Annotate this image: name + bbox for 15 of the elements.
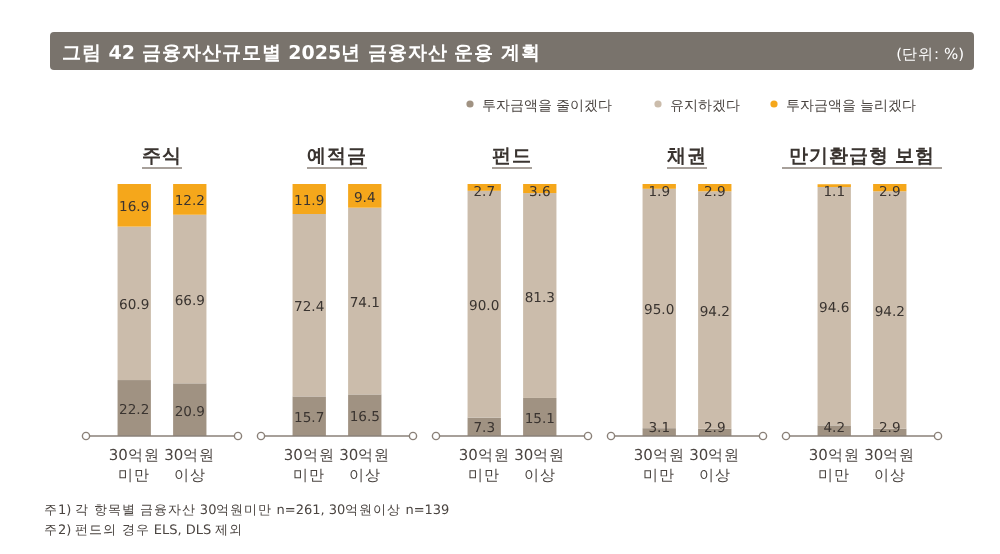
bar	[292, 213, 326, 397]
chart-title: 만기환급형 보험	[788, 146, 936, 168]
bar	[817, 187, 851, 426]
caption: 그림 42 금융자산규모별 2025년 금융자산 운용 계획	[62, 43, 542, 65]
chart-title: 채권	[665, 146, 707, 168]
bar	[467, 190, 501, 418]
chart-title: 예적금	[307, 146, 367, 168]
bar	[348, 207, 382, 395]
chart-title: 펀드	[492, 146, 532, 168]
bar	[117, 380, 151, 436]
bar	[642, 188, 676, 429]
bar	[173, 214, 207, 384]
bar	[117, 226, 151, 381]
chart-title: 주식	[142, 146, 182, 168]
bar	[523, 193, 557, 398]
